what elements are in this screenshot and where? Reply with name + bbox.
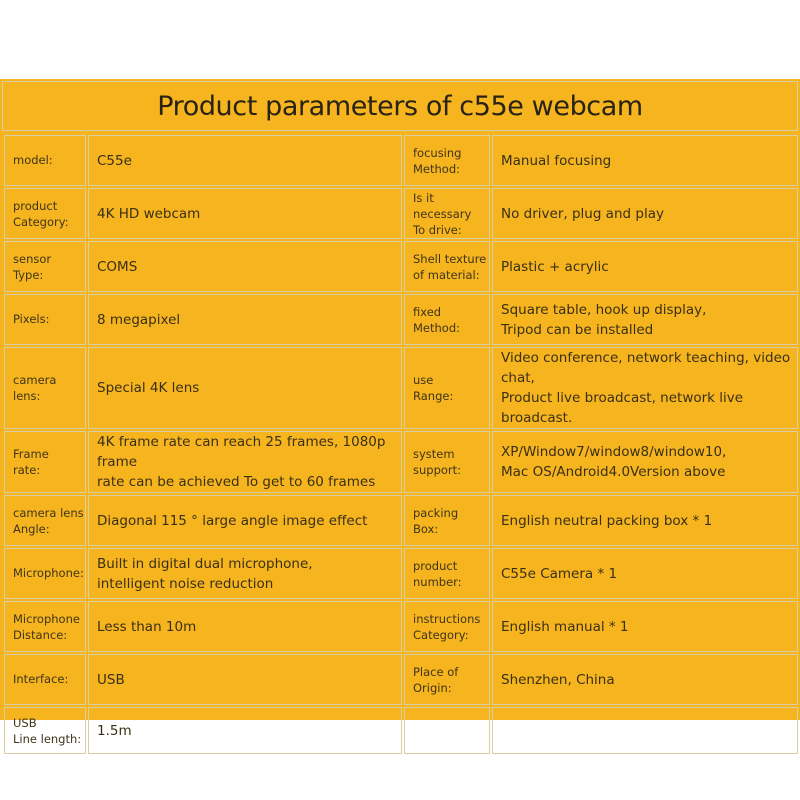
table-row: Interface: USB Place of Origin: Shenzhen, C… bbox=[4, 654, 798, 705]
param-label: Pixels: bbox=[4, 294, 86, 345]
param-label: fixed Method: bbox=[404, 294, 490, 345]
param-label: sensor Type: bbox=[4, 241, 86, 292]
table-row: Microphone Distance: Less than 10m instruc… bbox=[4, 601, 798, 652]
table-row: Frame rate: 4K frame rate can reach 25 fr… bbox=[4, 431, 798, 493]
param-value: Video conference, network teaching, vide… bbox=[492, 347, 798, 429]
param-value: Square table, hook up display, Tripod ca… bbox=[492, 294, 798, 345]
param-label: model: bbox=[4, 135, 86, 186]
param-label: focusing Method: bbox=[404, 135, 490, 186]
param-value: 1.5m bbox=[88, 707, 402, 754]
param-value: C55e bbox=[88, 135, 402, 186]
table-row: camera lens Angle: Diagonal 115 ° large a… bbox=[4, 495, 798, 546]
param-value: Special 4K lens bbox=[88, 347, 402, 429]
table-row: USB Line length: 1.5m bbox=[4, 707, 798, 754]
param-label: packing Box: bbox=[404, 495, 490, 546]
spec-table-body: model: C55e focusing Method: Manual focusin… bbox=[4, 135, 798, 754]
table-row: camera lens: Special 4K lens use Range: Vid… bbox=[4, 347, 798, 429]
param-value: Manual focusing bbox=[492, 135, 798, 186]
spec-sheet: Product parameters of c55e webcam model:… bbox=[0, 79, 800, 754]
table-row: Pixels: 8 megapixel fixed Method: Square ta… bbox=[4, 294, 798, 345]
param-value: 4K HD webcam bbox=[88, 188, 402, 239]
param-label: use Range: bbox=[404, 347, 490, 429]
param-value: Diagonal 115 ° large angle image effect bbox=[88, 495, 402, 546]
table-row: model: C55e focusing Method: Manual focusin… bbox=[4, 135, 798, 186]
param-value: XP/Window7/window8/window10, Mac OS/Andr… bbox=[492, 431, 798, 493]
param-label: system support: bbox=[404, 431, 490, 493]
param-value: Plastic + acrylic bbox=[492, 241, 798, 292]
param-label: Is it necessary To drive: bbox=[404, 188, 490, 239]
param-value: Shenzhen, China bbox=[492, 654, 798, 705]
param-label: Microphone: bbox=[4, 548, 86, 599]
table-row: sensor Type: COMS Shell texture of materia… bbox=[4, 241, 798, 292]
param-label: product Category: bbox=[4, 188, 86, 239]
param-label: Interface: bbox=[4, 654, 86, 705]
param-value: Built in digital dual microphone, intell… bbox=[88, 548, 402, 599]
title-bar: Product parameters of c55e webcam bbox=[2, 81, 798, 131]
table-row: Microphone: Built in digital dual microph… bbox=[4, 548, 798, 599]
param-label: camera lens: bbox=[4, 347, 86, 429]
param-value: C55e Camera * 1 bbox=[492, 548, 798, 599]
page-title: Product parameters of c55e webcam bbox=[157, 90, 643, 122]
param-value: Less than 10m bbox=[88, 601, 402, 652]
param-value: English manual * 1 bbox=[492, 601, 798, 652]
param-label: USB Line length: bbox=[4, 707, 86, 754]
spec-table: model: C55e focusing Method: Manual focusin… bbox=[2, 133, 800, 756]
param-label: Microphone Distance: bbox=[4, 601, 86, 652]
param-value: 4K frame rate can reach 25 frames, 1080p… bbox=[88, 431, 402, 493]
param-value: COMS bbox=[88, 241, 402, 292]
table-row: product Category: 4K HD webcam Is it neces… bbox=[4, 188, 798, 239]
param-label: Shell texture of material: bbox=[404, 241, 490, 292]
param-label: Place of Origin: bbox=[404, 654, 490, 705]
param-value: English neutral packing box * 1 bbox=[492, 495, 798, 546]
param-label: camera lens Angle: bbox=[4, 495, 86, 546]
param-value: No driver, plug and play bbox=[492, 188, 798, 239]
param-value: USB bbox=[88, 654, 402, 705]
param-value: 8 megapixel bbox=[88, 294, 402, 345]
param-label: Frame rate: bbox=[4, 431, 86, 493]
param-label: product number: bbox=[404, 548, 490, 599]
param-label: instructions Category: bbox=[404, 601, 490, 652]
param-label bbox=[404, 707, 490, 754]
param-value bbox=[492, 707, 798, 754]
